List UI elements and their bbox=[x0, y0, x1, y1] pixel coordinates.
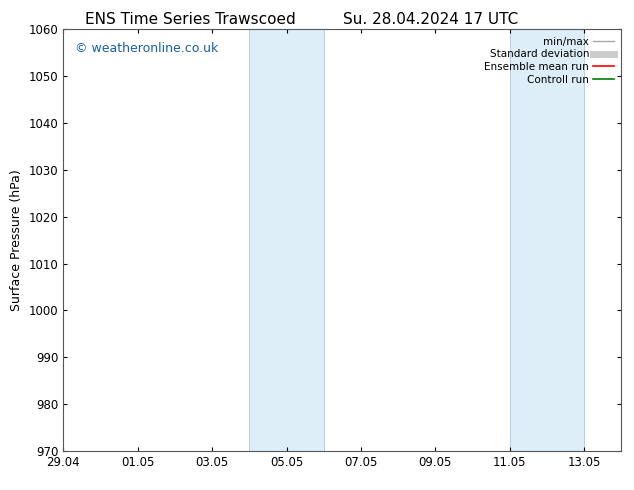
Text: ENS Time Series Trawscoed: ENS Time Series Trawscoed bbox=[85, 12, 295, 27]
Legend: min/max, Standard deviation, Ensemble mean run, Controll run: min/max, Standard deviation, Ensemble me… bbox=[482, 35, 616, 87]
Text: Su. 28.04.2024 17 UTC: Su. 28.04.2024 17 UTC bbox=[344, 12, 519, 27]
Bar bbox=[249, 29, 324, 451]
Bar bbox=[510, 29, 584, 451]
Text: © weatheronline.co.uk: © weatheronline.co.uk bbox=[75, 42, 218, 55]
Y-axis label: Surface Pressure (hPa): Surface Pressure (hPa) bbox=[10, 169, 23, 311]
